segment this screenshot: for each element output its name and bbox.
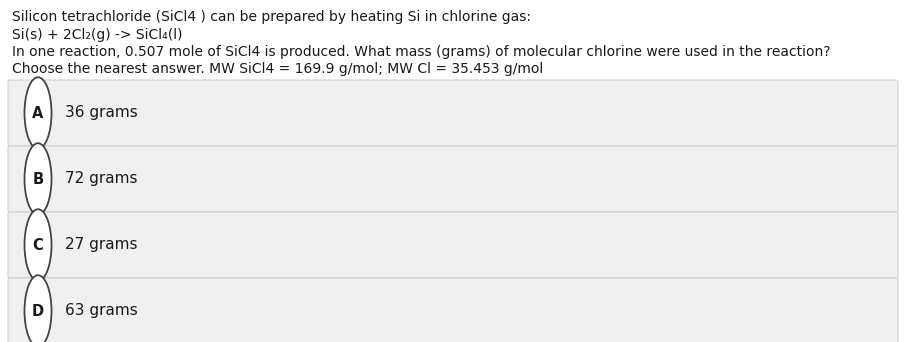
Text: 27 grams: 27 grams	[65, 237, 138, 252]
Text: A: A	[33, 105, 43, 120]
Text: B: B	[33, 171, 43, 186]
FancyBboxPatch shape	[8, 278, 898, 342]
Text: 36 grams: 36 grams	[65, 105, 138, 120]
Ellipse shape	[24, 143, 52, 215]
Text: Silicon tetrachloride (SiCl4 ) can be prepared by heating Si in chlorine gas:: Silicon tetrachloride (SiCl4 ) can be pr…	[12, 10, 531, 24]
Text: In one reaction, 0.507 mole of SiCl4 is produced. What mass (grams) of molecular: In one reaction, 0.507 mole of SiCl4 is …	[12, 45, 831, 59]
FancyBboxPatch shape	[8, 212, 898, 278]
Ellipse shape	[24, 77, 52, 149]
Text: C: C	[33, 237, 43, 252]
Text: Choose the nearest answer. MW SiCl4 = 169.9 g/mol; MW Cl = 35.453 g/mol: Choose the nearest answer. MW SiCl4 = 16…	[12, 63, 544, 77]
Ellipse shape	[24, 275, 52, 342]
Text: D: D	[32, 303, 44, 318]
Text: 72 grams: 72 grams	[65, 171, 138, 186]
Text: Si(s) + 2Cl₂(g) -> SiCl₄(l): Si(s) + 2Cl₂(g) -> SiCl₄(l)	[12, 27, 182, 41]
FancyBboxPatch shape	[8, 146, 898, 212]
Text: 63 grams: 63 grams	[65, 303, 138, 318]
Ellipse shape	[24, 209, 52, 281]
FancyBboxPatch shape	[8, 80, 898, 146]
